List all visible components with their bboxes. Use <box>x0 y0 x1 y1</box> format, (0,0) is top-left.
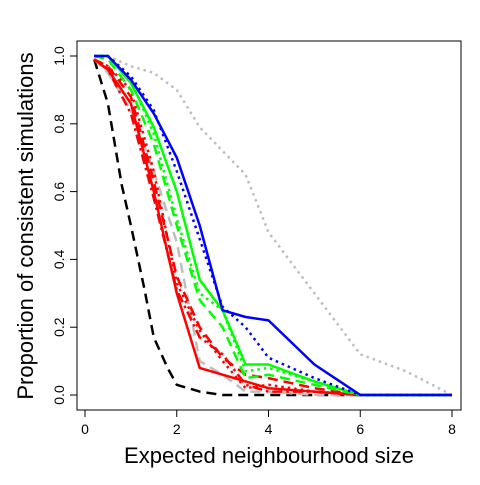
x-tick-label-1: 2 <box>173 421 181 437</box>
series-line-6 <box>93 58 452 397</box>
y-tick-label-1: 0.2 <box>51 317 67 337</box>
y-tick-label-0: 0.0 <box>51 385 67 405</box>
series-line-5 <box>93 58 452 397</box>
series-line-3 <box>93 58 452 397</box>
series-line-2 <box>93 58 452 397</box>
x-tick-label-3: 6 <box>356 421 364 437</box>
series-line-4 <box>93 58 452 397</box>
series-line-10 <box>94 54 452 397</box>
plot-frame <box>76 40 462 411</box>
series-layer <box>93 54 453 397</box>
x-axis-label: Expected neighbourhood size <box>124 443 414 468</box>
y-tick-label-3: 0.6 <box>51 182 67 202</box>
series-line-9 <box>93 54 452 397</box>
y-tick-label-5: 1.0 <box>51 46 67 66</box>
series-line-11 <box>94 54 452 397</box>
x-tick-label-4: 8 <box>448 421 456 437</box>
y-axis: 0.0 0.2 0.4 0.6 0.8 1.0 <box>51 46 77 405</box>
x-tick-label-2: 4 <box>265 421 273 437</box>
x-tick-label-0: 0 <box>81 421 89 437</box>
y-tick-label-4: 0.8 <box>51 114 67 134</box>
y-axis-label: Proportion of consistent simulations <box>13 52 38 399</box>
series-line-0 <box>93 59 452 397</box>
y-tick-label-2: 0.4 <box>51 249 67 269</box>
x-axis: 0 2 4 6 8 <box>81 410 456 437</box>
